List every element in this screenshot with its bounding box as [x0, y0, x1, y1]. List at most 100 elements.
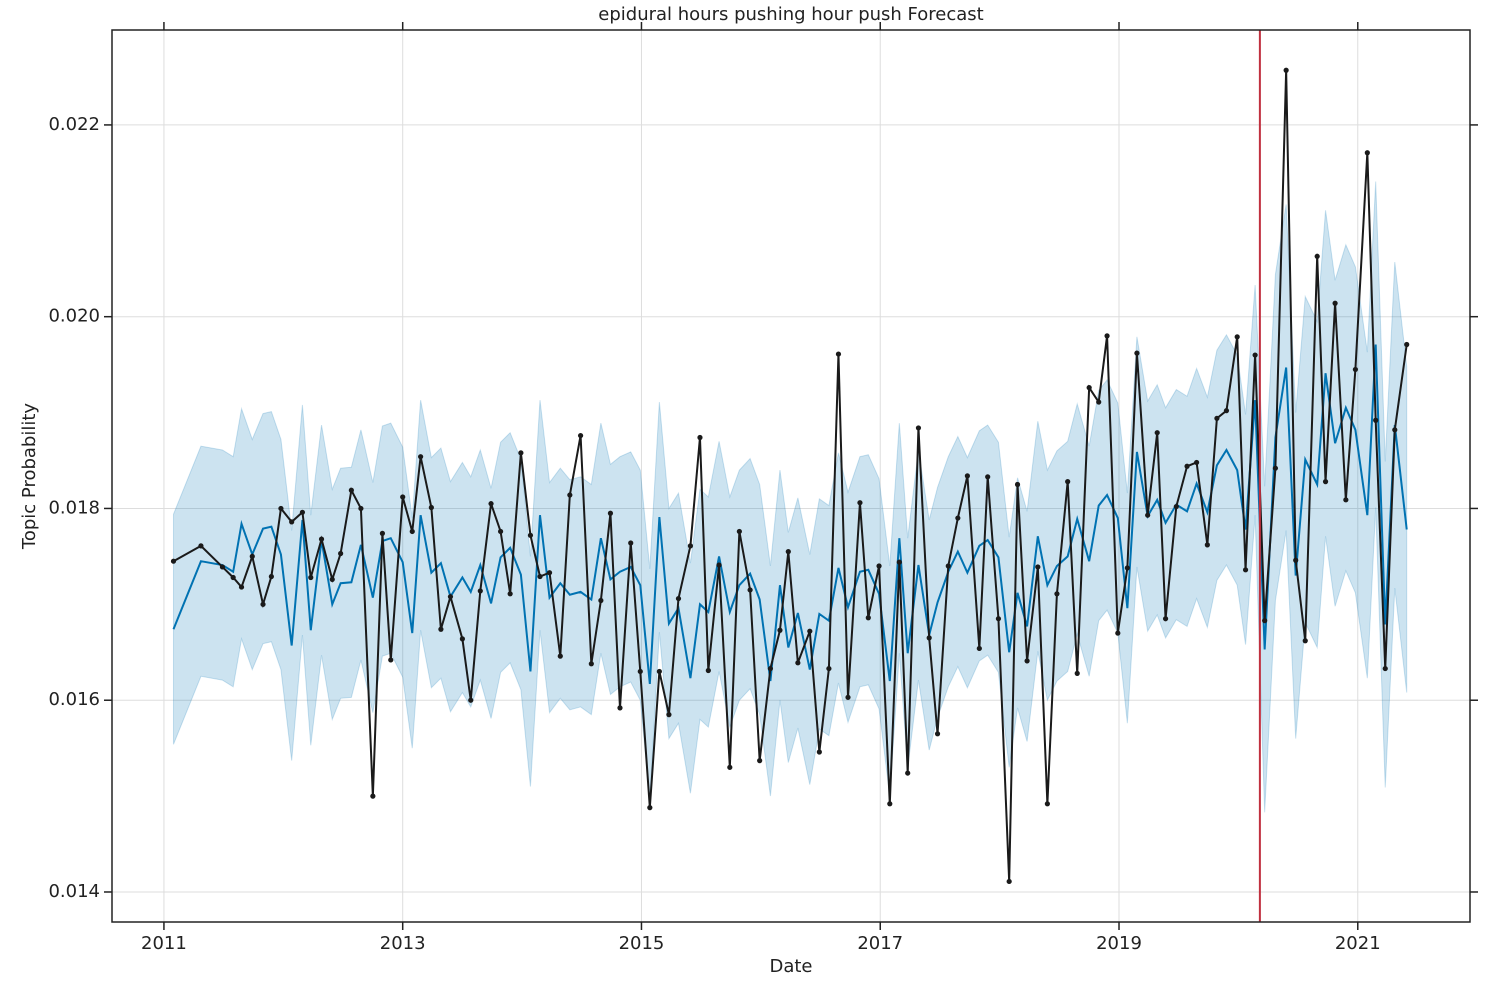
- data-point: [459, 636, 465, 642]
- series-line: [172, 344, 1408, 685]
- data-point: [1214, 415, 1220, 421]
- y-tick-label: 0.018: [48, 497, 100, 518]
- data-point: [795, 660, 801, 666]
- data-point: [1343, 497, 1349, 503]
- y-tick-label: 0.014: [48, 881, 100, 902]
- data-point: [577, 432, 584, 439]
- chart-title: epidural hours pushing hour push Forecas…: [598, 4, 983, 25]
- data-point: [826, 665, 832, 672]
- data-point: [447, 594, 454, 600]
- data-point: [697, 434, 703, 441]
- data-point: [1184, 463, 1190, 469]
- data-point: [1173, 503, 1179, 510]
- data-point: [198, 543, 204, 549]
- uncertainty-band: [172, 181, 1408, 813]
- data-point: [1293, 557, 1299, 563]
- y-tick-label: 0.016: [48, 689, 100, 710]
- x-tick-label: 2019: [1096, 933, 1142, 954]
- data-point: [727, 764, 733, 770]
- data-point: [1074, 670, 1080, 676]
- data-point: [1035, 564, 1041, 570]
- data-point: [488, 501, 494, 507]
- data-point: [995, 616, 1002, 622]
- data-point: [278, 505, 284, 512]
- data-point: [647, 805, 653, 811]
- data-point: [1223, 408, 1230, 414]
- data-point: [379, 530, 386, 536]
- x-tick-label: 2021: [1335, 933, 1381, 954]
- data-point: [675, 595, 682, 602]
- data-point: [637, 668, 643, 675]
- data-point: [1124, 565, 1130, 571]
- data-point: [308, 574, 314, 581]
- data-point: [1242, 567, 1249, 573]
- data-point: [1302, 638, 1308, 644]
- data-point: [1364, 150, 1370, 156]
- data-point: [588, 661, 594, 667]
- data-point: [1194, 459, 1200, 466]
- data-point: [736, 528, 742, 535]
- data-point: [1014, 481, 1021, 488]
- data-point: [238, 584, 245, 590]
- data-point: [260, 601, 266, 607]
- data-point: [857, 500, 863, 506]
- data-point: [318, 536, 325, 542]
- data-point: [329, 576, 335, 583]
- data-point: [409, 528, 415, 535]
- data-point: [1252, 352, 1258, 358]
- data-point: [477, 588, 483, 594]
- data-point: [348, 487, 354, 493]
- data-point: [845, 694, 851, 700]
- data-point: [507, 591, 513, 597]
- data-point: [1314, 253, 1320, 259]
- data-point: [1332, 300, 1338, 306]
- data-point: [1392, 427, 1398, 433]
- data-point: [687, 543, 694, 549]
- data-point: [835, 351, 842, 357]
- series-line: [172, 70, 1408, 882]
- data-point: [757, 758, 763, 764]
- data-point: [567, 492, 573, 498]
- data-point: [945, 563, 951, 569]
- data-point: [1322, 479, 1329, 485]
- data-point: [537, 573, 543, 580]
- data-point: [1154, 430, 1160, 436]
- data-point: [289, 519, 295, 525]
- data-point: [497, 528, 504, 535]
- data-point: [230, 574, 236, 581]
- x-tick-label: 2017: [857, 933, 903, 954]
- data-point: [617, 705, 623, 711]
- data-point: [985, 474, 991, 480]
- plot-frame: [111, 29, 1471, 923]
- y-tick-label: 0.020: [48, 306, 100, 327]
- data-point: [807, 628, 813, 634]
- data-point: [915, 425, 922, 431]
- data-point: [358, 505, 364, 512]
- data-point: [219, 564, 226, 570]
- data-point: [1204, 542, 1210, 548]
- data-point: [299, 509, 306, 515]
- data-point: [1272, 465, 1279, 471]
- data-point: [527, 532, 534, 538]
- data-point: [1006, 878, 1012, 885]
- data-point: [865, 615, 871, 621]
- data-point: [785, 549, 791, 555]
- data-point: [656, 668, 662, 675]
- data-point: [1382, 665, 1388, 672]
- data-point: [557, 653, 563, 659]
- data-point: [1234, 334, 1240, 340]
- data-point: [1115, 630, 1121, 636]
- data-point: [546, 570, 553, 576]
- data-point: [607, 510, 614, 516]
- x-tick-label: 2013: [380, 933, 426, 954]
- data-point: [388, 657, 394, 663]
- data-point: [338, 550, 344, 557]
- data-point: [767, 665, 774, 672]
- data-point: [747, 587, 753, 593]
- y-axis-label: Topic Probability: [19, 403, 40, 550]
- data-point: [170, 558, 177, 564]
- data-point: [905, 770, 911, 776]
- data-point: [1283, 67, 1289, 73]
- data-point: [705, 667, 711, 674]
